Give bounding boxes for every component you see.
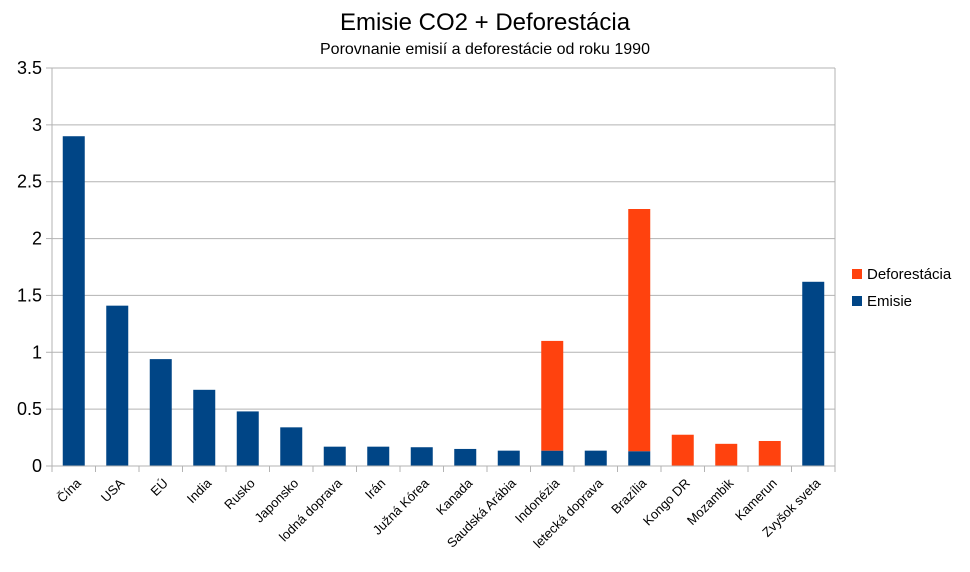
bar-deforestácia-16 — [758, 440, 781, 466]
y-tick-labels: 0 0.5 1 1.5 2 2.5 3 3.5 — [17, 58, 42, 476]
x-tick-label: Čína — [54, 475, 85, 506]
y-tick-label: 0.5 — [17, 399, 42, 419]
x-tick-label: Mozambik — [684, 475, 737, 528]
bar-emisie-0 — [62, 136, 85, 466]
legend-label: Deforestácia — [867, 266, 952, 283]
bar-deforestácia-15 — [715, 443, 738, 466]
grid-lines — [46, 67, 836, 472]
chart-subtitle: Porovnanie emisií a deforestácie od roku… — [320, 41, 650, 58]
bar-emisie-8 — [410, 447, 433, 466]
bar-deforestácia-13 — [628, 209, 651, 452]
bar-emisie-9 — [454, 448, 477, 466]
y-tick-label: 0 — [32, 456, 42, 476]
bar-emisie-4 — [236, 411, 259, 466]
y-tick-label: 1.5 — [17, 285, 42, 305]
x-tick-label: Rusko — [221, 476, 258, 513]
bar-emisie-5 — [280, 427, 303, 466]
y-tick-label: 2.5 — [17, 172, 42, 192]
chart-title: Emisie CO2 + Deforestácia — [339, 9, 631, 36]
legend-swatch — [852, 269, 862, 279]
axes — [51, 68, 836, 467]
x-tick-label: EÚ — [147, 476, 170, 499]
bar-emisie-13 — [628, 451, 651, 466]
bars — [62, 136, 825, 466]
bar-emisie-12 — [584, 450, 607, 466]
y-tick-label: 3 — [32, 115, 42, 135]
legend-swatch — [852, 296, 862, 306]
bar-emisie-11 — [541, 450, 564, 466]
bar-deforestácia-11 — [541, 340, 564, 451]
legend-label: Emisie — [867, 293, 912, 310]
x-tick-label: Kanada — [433, 475, 476, 518]
x-tick-label: Kongo DR — [640, 476, 693, 529]
x-tick-label: USA — [98, 475, 128, 505]
y-tick-label: 3.5 — [17, 58, 42, 78]
y-tick-label: 1 — [32, 342, 42, 362]
bar-emisie-10 — [497, 450, 520, 466]
bar-emisie-6 — [323, 446, 346, 466]
bar-emisie-7 — [367, 446, 390, 466]
bar-deforestácia-14 — [671, 434, 694, 466]
bar-emisie-1 — [106, 305, 129, 466]
x-tick-label: Brazília — [608, 475, 650, 517]
bar-emisie-2 — [149, 359, 172, 466]
x-tick-label: Irán — [362, 476, 388, 502]
bar-emisie-17 — [802, 281, 825, 466]
y-tick-label: 2 — [32, 229, 42, 249]
legend: Deforestácia Emisie — [852, 266, 952, 310]
x-tick-label: India — [184, 475, 215, 506]
bar-emisie-3 — [193, 389, 216, 466]
